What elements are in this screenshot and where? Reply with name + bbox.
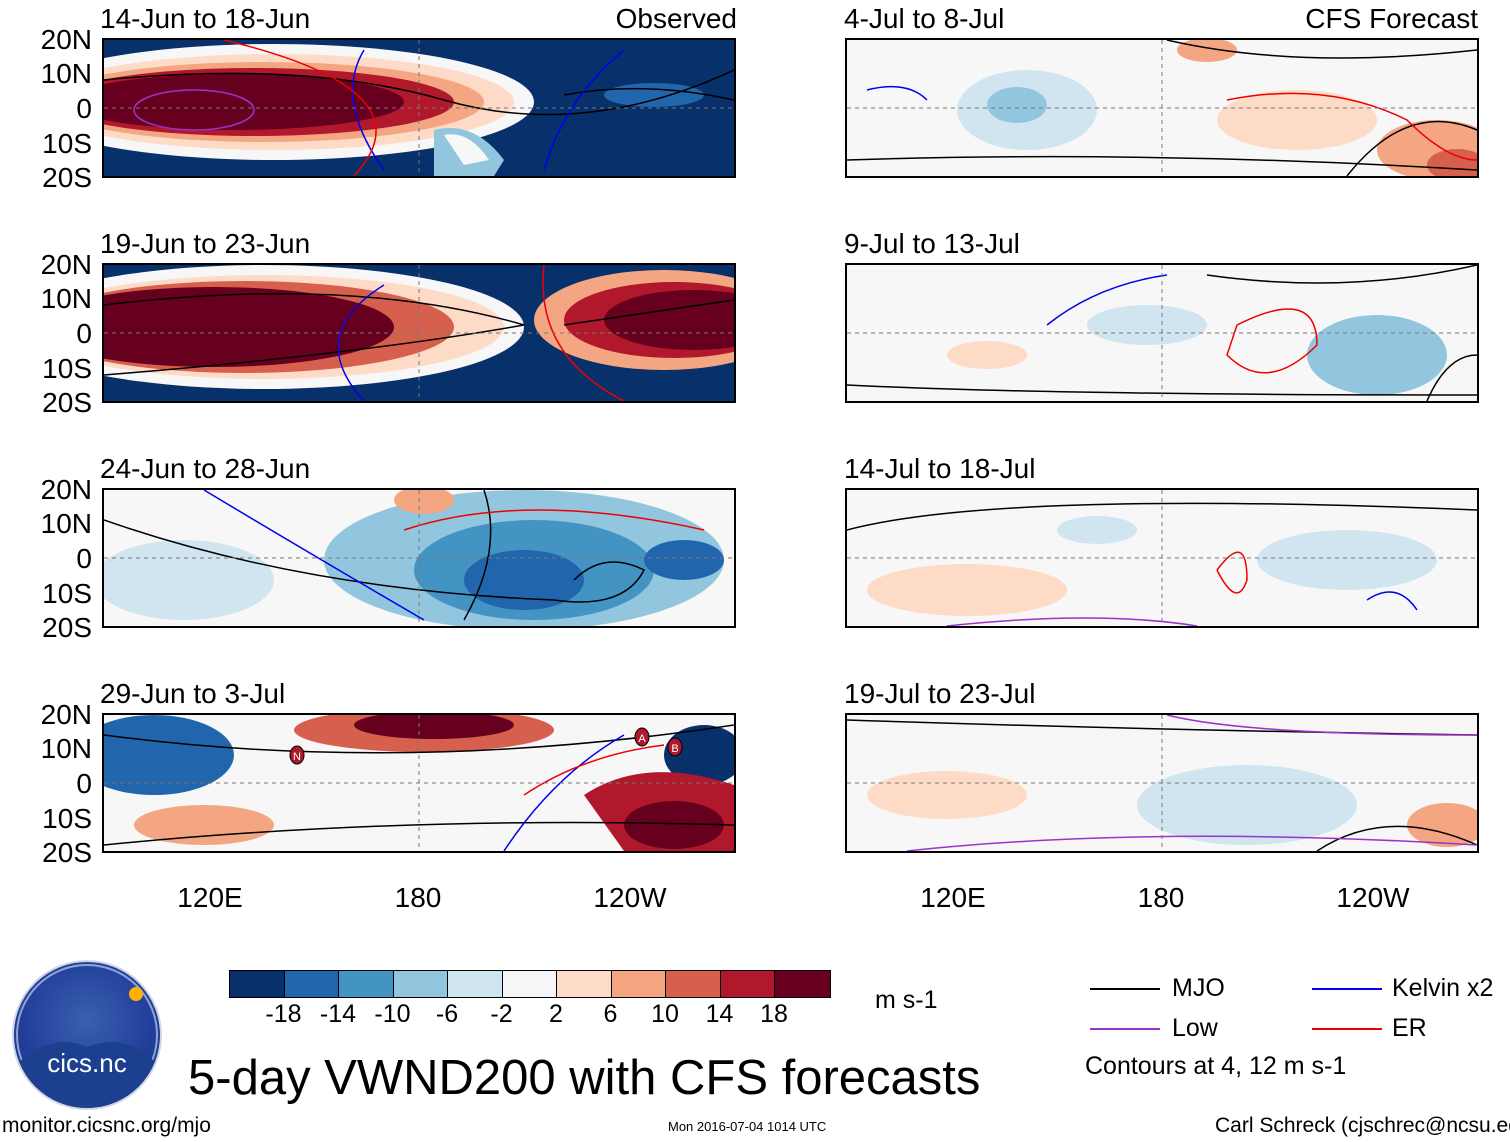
legend-line-mjo <box>1090 988 1160 990</box>
storm-marker-a: A <box>634 727 650 747</box>
lon-label: 120W <box>593 882 667 913</box>
lat-label: 10S <box>42 353 92 384</box>
lat-label: 20N <box>40 699 92 730</box>
storm-marker-n: N <box>289 745 305 765</box>
map-panel-fc-2 <box>845 263 1479 403</box>
lat-label: 20S <box>42 162 92 193</box>
lat-label: 10S <box>42 128 92 159</box>
storm-marker-label: N <box>293 751 301 763</box>
map-panel-fc-3 <box>845 488 1479 628</box>
lon-label: 120E <box>177 882 243 913</box>
cicsnc-logo: cics.nc <box>12 960 162 1110</box>
lat-label: 20S <box>42 837 92 868</box>
lon-label: 180 <box>394 882 442 913</box>
lon-label: 120W <box>1336 882 1410 913</box>
colorbar-units: m s-1 <box>875 986 938 1014</box>
storm-marker-label: B <box>671 743 678 755</box>
colorbar-tick-label: 14 <box>705 1000 734 1028</box>
lat-label: 20S <box>42 612 92 643</box>
map-panel-fc-1 <box>845 38 1479 178</box>
legend-label-kelvin: Kelvin x2 <box>1392 974 1494 1002</box>
lat-label: 20N <box>40 249 92 280</box>
lat-label: 10N <box>40 733 92 764</box>
colorbar-swatch <box>666 971 721 997</box>
colorbar-swatch <box>775 971 830 997</box>
colorbar-swatch <box>284 971 339 997</box>
legend-line-er <box>1312 1028 1382 1030</box>
lat-label: 20N <box>40 474 92 505</box>
lat-label: 20S <box>42 387 92 418</box>
storm-marker-b: B <box>667 737 683 757</box>
map-panel-obs-1 <box>102 38 736 178</box>
colorbar-tick-label: -6 <box>435 1000 459 1028</box>
colorbar-tick-label: 10 <box>651 1000 679 1028</box>
colorbar-tick-label: 18 <box>760 1000 788 1028</box>
footer-credit: Carl Schreck (cjschrec@ncsu.edu) <box>1215 1114 1510 1137</box>
legend-label-mjo: MJO <box>1172 974 1225 1002</box>
colorbar <box>229 970 831 998</box>
lat-label: 10S <box>42 803 92 834</box>
colorbar-swatch <box>230 971 285 997</box>
lat-label: 0 <box>76 543 92 574</box>
colorbar-tick-label: -10 <box>374 1000 411 1028</box>
legend-line-low <box>1090 1028 1160 1030</box>
lat-label: 10S <box>42 578 92 609</box>
lat-label: 20N <box>40 24 92 55</box>
legend-line-kelvin <box>1312 988 1382 990</box>
colorbar-swatch <box>393 971 448 997</box>
lat-label: 0 <box>76 768 92 799</box>
lon-label: 180 <box>1137 882 1185 913</box>
colorbar-swatch <box>339 971 394 997</box>
colorbar-tick-label: 2 <box>549 1000 563 1028</box>
colorbar-tick-label: 6 <box>603 1000 618 1028</box>
legend-label-low: Low <box>1172 1014 1218 1042</box>
legend-note: Contours at 4, 12 m s-1 <box>1085 1052 1347 1080</box>
lat-label: 0 <box>76 93 92 124</box>
colorbar-tick-label: -14 <box>319 1000 357 1028</box>
map-panel-obs-3 <box>102 488 736 628</box>
cfs-forecast-header: CFS Forecast <box>1305 3 1478 34</box>
colorbar-tick-label: -18 <box>265 1000 302 1028</box>
footer-timestamp: Mon 2016-07-04 1014 UTC <box>668 1119 827 1134</box>
panel-title-obs-2: 19-Jun to 23-Jun <box>100 228 311 259</box>
logo-graphic: cics.nc <box>16 964 158 1108</box>
panel-title-fc-1: 4-Jul to 8-Jul <box>844 3 1005 34</box>
map-panel-fc-4 <box>845 713 1479 853</box>
observed-header: Observed <box>615 3 737 34</box>
lon-label: 120E <box>920 882 986 913</box>
colorbar-swatch <box>720 971 775 997</box>
panel-title-fc-3: 14-Jul to 18-Jul <box>844 453 1036 484</box>
colorbar-swatch <box>448 971 503 997</box>
colorbar-tick-label: -2 <box>490 1000 513 1028</box>
lat-label: 10N <box>40 508 92 539</box>
panel-title-fc-4: 19-Jul to 23-Jul <box>844 678 1036 709</box>
colorbar-swatch <box>611 971 666 997</box>
footer-url[interactable]: monitor.cicsnc.org/mjo <box>2 1114 211 1137</box>
logo-text: cics.nc <box>47 1048 126 1078</box>
legend-label-er: ER <box>1392 1014 1427 1042</box>
panel-title-obs-3: 24-Jun to 28-Jun <box>100 453 311 484</box>
map-panel-obs-4: N A B <box>102 713 736 853</box>
lat-label: 0 <box>76 318 92 349</box>
main-title: 5-day VWND200 with CFS forecasts <box>188 1051 981 1105</box>
panel-title-obs-4: 29-Jun to 3-Jul <box>100 678 286 709</box>
lat-label: 10N <box>40 283 92 314</box>
colorbar-swatch <box>557 971 612 997</box>
colorbar-swatch <box>502 971 557 997</box>
storm-marker-label: A <box>638 733 646 745</box>
panel-title-fc-2: 9-Jul to 13-Jul <box>844 228 1020 259</box>
lat-label: 10N <box>40 58 92 89</box>
panel-title-obs-1: 14-Jun to 18-Jun <box>100 3 311 34</box>
map-panel-obs-2 <box>102 263 736 403</box>
